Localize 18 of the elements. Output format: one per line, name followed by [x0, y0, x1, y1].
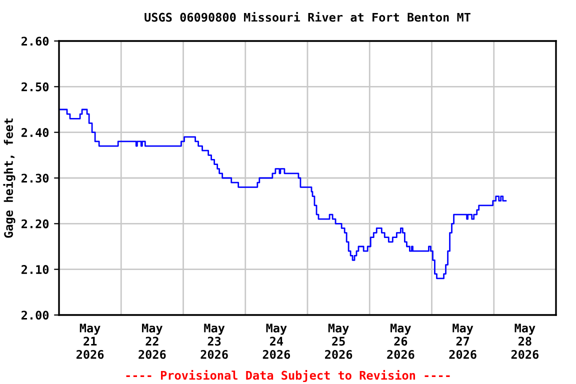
x-tick-label: May 25 2026: [325, 324, 352, 359]
x-tick-label: May 28 2026: [511, 324, 539, 359]
text: ---- Provisional Data Subject to Revision ----: [126, 370, 450, 382]
x-tick-label: May 21 2026: [76, 324, 104, 359]
y-tick-label: 2.60: [22, 36, 49, 46]
x-tick-label: May 26 2026: [387, 324, 414, 359]
y-tick-label: 2.00: [22, 310, 49, 320]
y-tick-label: 2.40: [22, 128, 49, 137]
x-tick-label: May 22 2026: [138, 324, 166, 359]
x-tick-label: May 23 2026: [200, 324, 228, 359]
x-tick-label: May 24 2026: [262, 324, 290, 359]
y-tick-label: 2.50: [22, 82, 49, 92]
y-tick-label: 2.30: [22, 174, 49, 183]
y-tick-label: 2.10: [22, 265, 49, 274]
y-tick-label: 2.20: [22, 219, 49, 228]
chart-title: USGS 06090800 Missouri River at Fort Benton MT: [144, 12, 470, 22]
y-axis-title: Gage height, feet: [3, 118, 16, 238]
x-tick-label: May 27 2026: [449, 324, 476, 359]
